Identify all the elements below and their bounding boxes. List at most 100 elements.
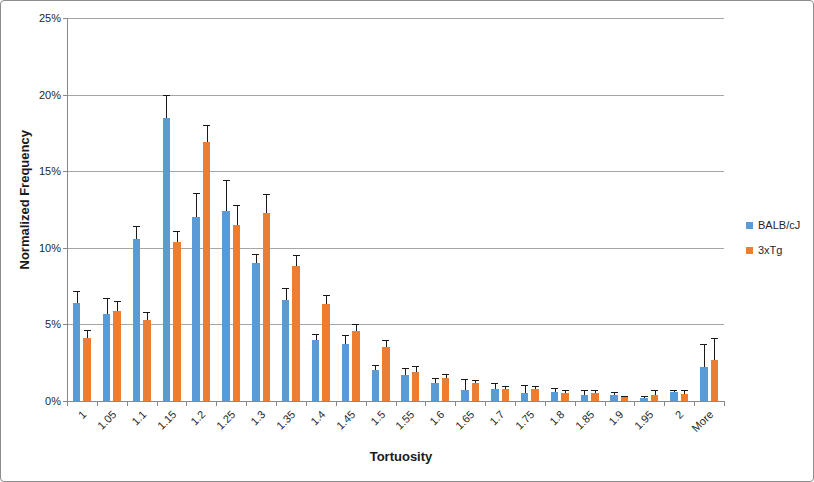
bar-3xtg-1.75 xyxy=(531,389,539,401)
error-bar-cap xyxy=(133,226,140,227)
error-bar-balb-cj-1.1 xyxy=(136,226,137,239)
x-tick-mark xyxy=(605,402,606,406)
x-tick-mark xyxy=(366,402,367,406)
bar-balb-cj-1.35 xyxy=(282,300,290,401)
error-bar-cap xyxy=(143,312,150,313)
bar-3xtg-1.05 xyxy=(113,311,121,401)
bar-3xtg-1.1 xyxy=(143,320,151,401)
bar-balb-cj-1.9 xyxy=(610,395,618,401)
error-bar-balb-cj-1.55 xyxy=(405,368,406,375)
x-tick-mark xyxy=(634,402,635,406)
error-bar-balb-cj-1.2 xyxy=(196,193,197,218)
error-bar-3xtg-1.1 xyxy=(147,312,148,320)
gridline-25 xyxy=(67,18,724,19)
error-bar-cap xyxy=(233,205,240,206)
x-tick-mark xyxy=(157,402,158,406)
bar-3xtg-1 xyxy=(83,338,91,401)
bar-balb-cj-1 xyxy=(73,303,81,401)
bar-3xtg-1.45 xyxy=(352,331,360,401)
bar-balb-cj-1.8 xyxy=(551,392,559,401)
x-tick-mark xyxy=(545,402,546,406)
error-bar-cap xyxy=(681,390,688,391)
error-bar-3xtg-1.5 xyxy=(386,340,387,347)
bar-balb-cj-1.95 xyxy=(640,398,648,401)
error-bar-balb-cj-1.25 xyxy=(226,180,227,211)
error-bar-3xtg-1.05 xyxy=(117,301,118,311)
error-bar-cap xyxy=(73,291,80,292)
error-bar-cap xyxy=(173,231,180,232)
y-tick-label: 0% xyxy=(23,395,61,407)
y-axis-title: Normalized Frequency xyxy=(17,149,32,269)
bar-balb-cj-1.85 xyxy=(581,395,589,401)
error-bar-cap xyxy=(323,295,330,296)
x-tick-mark xyxy=(485,402,486,406)
error-bar-cap xyxy=(432,378,439,379)
error-bar-cap xyxy=(372,365,379,366)
error-bar-balb-cj-1.35 xyxy=(286,288,287,299)
bar-3xtg-1.8 xyxy=(561,393,569,401)
plot-area: 0%5%10%15%20%25%11.051.11.151.21.251.31.… xyxy=(1,1,814,482)
error-bar-cap xyxy=(670,390,677,391)
bar-balb-cj-1.45 xyxy=(342,344,350,401)
x-tick-label-more: More xyxy=(658,408,716,466)
error-bar-cap xyxy=(651,390,658,391)
y-tick-label: 25% xyxy=(23,12,61,24)
error-bar-balb-cj-more xyxy=(704,344,705,367)
error-bar-cap xyxy=(342,335,349,336)
error-bar-cap xyxy=(641,396,648,397)
error-bar-balb-cj-1.15 xyxy=(166,95,167,118)
error-bar-cap xyxy=(491,383,498,384)
bar-balb-cj-1.5 xyxy=(372,370,380,401)
error-bar-cap xyxy=(442,374,449,375)
legend-swatch-3xtg xyxy=(746,247,753,254)
error-bar-balb-cj-1.65 xyxy=(465,379,466,390)
error-bar-cap xyxy=(293,255,300,256)
x-tick-mark xyxy=(216,402,217,406)
error-bar-cap xyxy=(591,390,598,391)
error-bar-cap xyxy=(502,386,509,387)
bar-balb-cj-1.05 xyxy=(103,314,111,401)
error-bar-balb-cj-1.05 xyxy=(107,298,108,313)
x-tick-mark xyxy=(724,402,725,406)
x-tick-mark xyxy=(425,402,426,406)
bar-balb-cj-1.7 xyxy=(491,389,499,401)
legend: BALB/cJ 3xTg xyxy=(746,220,812,260)
y-tick-label: 5% xyxy=(23,318,61,330)
x-tick-mark xyxy=(276,402,277,406)
error-bar-balb-cj-1.3 xyxy=(256,254,257,263)
bar-3xtg-1.25 xyxy=(233,225,241,401)
bar-balb-cj-1.15 xyxy=(163,118,171,401)
error-bar-cap xyxy=(223,180,230,181)
bar-3xtg-1.5 xyxy=(382,347,390,401)
error-bar-cap xyxy=(103,298,110,299)
error-bar-3xtg-1.15 xyxy=(177,231,178,242)
error-bar-cap xyxy=(402,368,409,369)
error-bar-3xtg-1.35 xyxy=(296,255,297,266)
error-bar-cap xyxy=(562,390,569,391)
bar-3xtg-1.2 xyxy=(203,142,211,401)
error-bar-3xtg-1 xyxy=(87,330,88,338)
error-bar-cap xyxy=(193,193,200,194)
bar-balb-cj-1.1 xyxy=(133,239,141,401)
error-bar-3xtg-1.25 xyxy=(237,205,238,225)
y-tick-label: 20% xyxy=(23,89,61,101)
x-tick-mark xyxy=(694,402,695,406)
error-bar-cap xyxy=(352,324,359,325)
error-bar-cap xyxy=(711,338,718,339)
bar-3xtg-1.6 xyxy=(442,378,450,401)
bar-3xtg-1.7 xyxy=(502,389,510,401)
bar-3xtg-1.3 xyxy=(263,213,271,401)
bar-balb-cj-1.4 xyxy=(312,340,320,401)
error-bar-cap xyxy=(84,330,91,331)
bar-balb-cj-1.2 xyxy=(192,217,200,401)
error-bar-cap xyxy=(412,366,419,367)
bar-3xtg-1.95 xyxy=(651,395,659,401)
error-bar-cap xyxy=(472,380,479,381)
chart-frame: 0%5%10%15%20%25%11.051.11.151.21.251.31.… xyxy=(0,0,814,482)
legend-item-balb-cj: BALB/cJ xyxy=(746,220,800,231)
error-bar-cap xyxy=(203,125,210,126)
bar-3xtg-1.65 xyxy=(472,383,480,401)
bar-balb-cj-more xyxy=(700,367,708,401)
legend-label-3xtg: 3xTg xyxy=(758,245,782,256)
x-tick-mark xyxy=(246,402,247,406)
